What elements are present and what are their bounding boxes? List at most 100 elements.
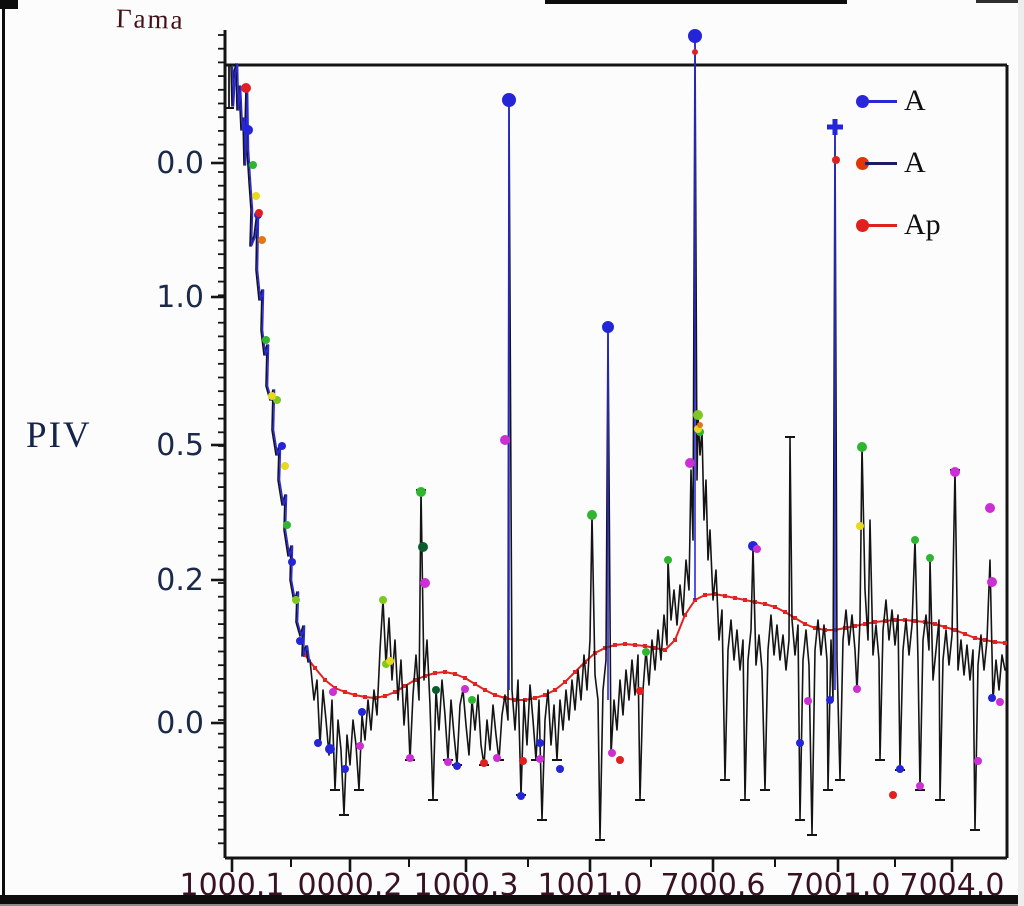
page-border-top bbox=[545, 0, 847, 4]
data-marker bbox=[500, 435, 510, 445]
data-marker bbox=[432, 686, 440, 694]
data-marker bbox=[988, 694, 996, 702]
ap-series-marker bbox=[703, 593, 707, 597]
data-marker bbox=[856, 522, 864, 530]
ap-series-marker bbox=[953, 628, 957, 632]
x-tick-label: 7000.6 bbox=[661, 868, 766, 903]
data-marker bbox=[517, 792, 525, 800]
ap-series-marker bbox=[993, 640, 997, 644]
data-marker bbox=[252, 192, 260, 200]
data-marker bbox=[692, 49, 698, 55]
data-marker bbox=[753, 545, 761, 553]
legend: A A Ap bbox=[856, 86, 941, 272]
data-marker bbox=[444, 758, 452, 766]
ap-series-marker bbox=[633, 643, 637, 647]
data-marker bbox=[616, 756, 624, 764]
page-border-left bbox=[2, 6, 5, 896]
ap-series-marker bbox=[773, 605, 777, 609]
ap-series-marker bbox=[603, 646, 607, 650]
data-marker bbox=[519, 757, 527, 765]
data-marker bbox=[329, 688, 337, 696]
legend-line-sample bbox=[865, 161, 897, 165]
data-marker bbox=[262, 336, 270, 344]
data-marker bbox=[896, 765, 904, 773]
data-marker bbox=[536, 739, 544, 747]
x-tick-label: 1000.1 bbox=[180, 868, 285, 903]
ap-series-marker bbox=[333, 686, 337, 690]
ap-series-marker bbox=[913, 619, 917, 623]
data-marker bbox=[664, 556, 672, 564]
data-marker bbox=[283, 521, 291, 529]
data-marker bbox=[278, 442, 286, 450]
data-marker bbox=[853, 685, 861, 693]
y-axis-title: PIV bbox=[26, 415, 92, 456]
data-marker bbox=[857, 442, 867, 452]
data-marker bbox=[406, 754, 414, 762]
data-marker bbox=[587, 510, 597, 520]
ap-series-marker bbox=[813, 626, 817, 630]
data-marker bbox=[493, 754, 501, 762]
ap-series-marker bbox=[733, 596, 737, 600]
data-marker bbox=[249, 161, 257, 169]
legend-label: A bbox=[904, 146, 926, 179]
data-marker bbox=[325, 744, 335, 754]
data-marker bbox=[241, 83, 251, 93]
ap-series-marker bbox=[413, 678, 417, 682]
data-marker bbox=[987, 577, 997, 587]
page-border-top-left bbox=[0, 0, 18, 9]
ap-series-marker bbox=[363, 695, 367, 699]
ap-series-marker bbox=[353, 693, 357, 697]
data-marker bbox=[258, 236, 266, 244]
data-marker bbox=[416, 487, 426, 497]
y-tick-label: 0.2 bbox=[156, 563, 204, 598]
legend-marker-icon bbox=[856, 156, 869, 170]
ap-series-marker bbox=[303, 653, 307, 657]
data-marker bbox=[832, 156, 840, 164]
data-marker bbox=[468, 696, 476, 704]
legend-entry-1: A bbox=[856, 148, 941, 178]
data-marker bbox=[796, 739, 804, 747]
y-tick-label: 0.0 bbox=[156, 146, 204, 181]
ap-series-marker bbox=[723, 594, 727, 598]
data-marker bbox=[889, 791, 897, 799]
data-marker bbox=[950, 467, 960, 477]
legend-entry-2: Ap bbox=[856, 210, 941, 240]
ap-series-marker bbox=[743, 598, 747, 602]
ap-series-marker bbox=[653, 646, 657, 650]
data-marker bbox=[292, 596, 300, 604]
ap-series-marker bbox=[523, 698, 527, 702]
ap-series-marker bbox=[933, 622, 937, 626]
data-marker bbox=[602, 321, 614, 333]
ap-series-marker bbox=[893, 618, 897, 622]
data-marker bbox=[985, 503, 995, 513]
ap-series-marker bbox=[863, 622, 867, 626]
x-tick-label: 7004.0 bbox=[900, 868, 1005, 903]
ap-series-marker bbox=[483, 688, 487, 692]
ap-series-marker bbox=[573, 670, 577, 674]
ap-series-marker bbox=[473, 682, 477, 686]
data-marker bbox=[314, 739, 322, 747]
data-marker bbox=[379, 596, 387, 604]
ap-series-marker bbox=[463, 676, 467, 680]
ap-series-marker bbox=[383, 694, 387, 698]
page-border-bottom bbox=[0, 895, 1024, 904]
main-series-line bbox=[230, 35, 1006, 841]
ap-series-marker bbox=[903, 618, 907, 622]
ap-series-marker bbox=[1003, 641, 1007, 645]
ap-series-marker bbox=[673, 638, 677, 642]
data-marker bbox=[804, 697, 812, 705]
data-marker bbox=[916, 782, 924, 790]
data-marker bbox=[358, 708, 366, 716]
legend-marker-icon bbox=[856, 218, 869, 232]
data-marker bbox=[911, 536, 919, 544]
ap-series-marker bbox=[803, 622, 807, 626]
ap-series-marker bbox=[433, 671, 437, 675]
ap-series-marker bbox=[343, 690, 347, 694]
ap-series-marker bbox=[793, 616, 797, 620]
ap-series-marker bbox=[683, 613, 687, 617]
data-marker bbox=[281, 462, 289, 470]
legend-label: A bbox=[904, 84, 926, 117]
data-marker bbox=[288, 558, 296, 566]
data-marker bbox=[685, 458, 695, 468]
